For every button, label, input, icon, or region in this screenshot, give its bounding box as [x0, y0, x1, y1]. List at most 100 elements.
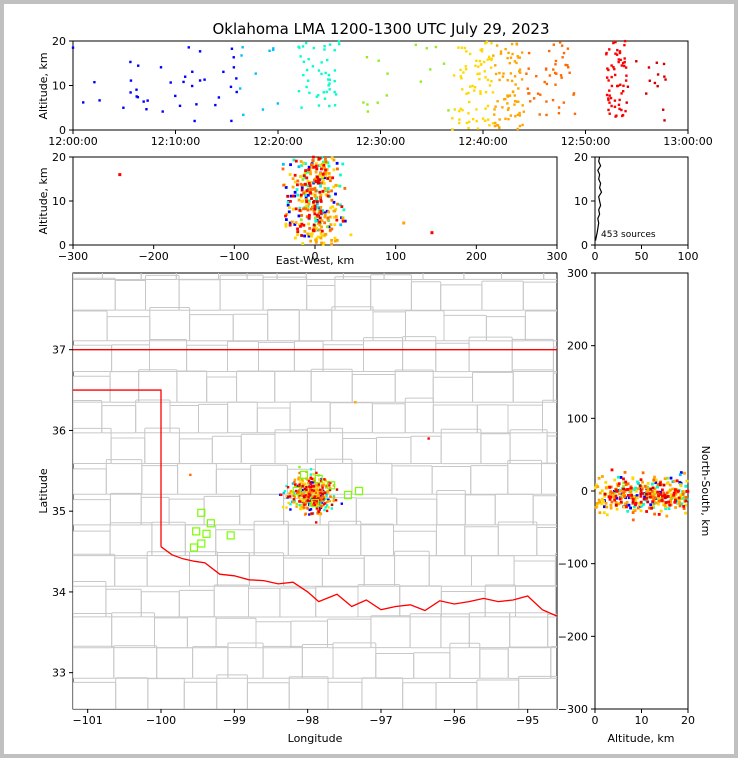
northsouth-altitude-point	[648, 492, 652, 495]
altitude-eastwest-point	[300, 164, 304, 167]
altitude-eastwest-point	[320, 219, 324, 223]
altitude-time-point	[203, 78, 206, 81]
altitude-time-point	[476, 72, 479, 76]
map-source-point	[325, 484, 328, 487]
altitude-time-point	[608, 94, 611, 97]
altitude-time-point	[607, 97, 610, 100]
northsouth-altitude-point	[604, 502, 608, 505]
altitude-time-point	[484, 76, 487, 79]
northsouth-altitude-point	[604, 481, 608, 484]
altitude-eastwest-point	[326, 216, 330, 220]
altitude-eastwest-point	[328, 179, 332, 183]
altitude-eastwest-point	[323, 167, 326, 170]
map-source-point	[318, 499, 321, 502]
altitude-histogram-y-ticks: 0 10 20	[574, 151, 595, 252]
altitude-eastwest-point	[294, 207, 298, 211]
map-source-point	[322, 482, 325, 485]
altitude-eastwest-point	[306, 184, 310, 188]
map-source-point	[317, 497, 320, 500]
map-source-point	[320, 501, 324, 504]
altitude-time-point	[442, 62, 446, 65]
altitude-time-point	[272, 47, 275, 50]
altitude-eastwest-point	[300, 222, 304, 226]
map-x-ticks: −101 −100 −99 −98 −97 −96 −95	[73, 709, 539, 727]
county-outline	[501, 273, 545, 280]
altitude-eastwest-point	[316, 200, 319, 204]
map-source-point	[325, 486, 328, 489]
map-source-point	[427, 437, 430, 440]
map-x-tick-label: −99	[223, 714, 246, 727]
northsouth-altitude-point	[685, 490, 689, 493]
northsouth-altitude-point	[619, 500, 623, 504]
northsouth-altitude-point	[680, 497, 684, 500]
map-source-point	[299, 481, 302, 485]
county-outline	[541, 462, 557, 495]
altitude-time-point	[494, 105, 497, 108]
northsouth-altitude-point	[664, 501, 668, 504]
northsouth-altitude-point	[639, 500, 643, 504]
altitude-eastwest-point	[312, 165, 316, 169]
map-source-point	[319, 500, 322, 504]
county-outline	[276, 273, 307, 280]
altitude-eastwest-x-tick-label: 300	[547, 250, 568, 263]
altitude-time-point	[493, 113, 496, 116]
altitude-time-point	[506, 95, 510, 98]
altitude-eastwest-point	[430, 231, 434, 235]
altitude-time-point	[129, 91, 132, 94]
altitude-eastwest-point	[321, 189, 325, 193]
altitude-eastwest-x-ticks: −300 −200 −100 0 100 200 300	[58, 245, 568, 263]
northsouth-altitude-point	[679, 493, 682, 497]
map-source-point	[297, 478, 300, 481]
altitude-time-point	[459, 107, 462, 111]
altitude-eastwest-point	[293, 180, 297, 184]
map-y-tick-label: 34	[52, 586, 66, 599]
altitude-eastwest-point	[332, 200, 336, 204]
altitude-eastwest-point	[307, 234, 311, 238]
northsouth-altitude-point	[596, 485, 600, 489]
altitude-time-point	[623, 39, 627, 43]
altitude-eastwest-xlabel: East-West, km	[276, 254, 354, 267]
altitude-time-point	[484, 119, 487, 122]
map-source-point	[316, 488, 319, 491]
altitude-eastwest-point	[311, 228, 315, 232]
northsouth-altitude-point	[617, 502, 621, 506]
altitude-time-point	[513, 99, 517, 103]
altitude-time-point	[499, 50, 503, 53]
altitude-eastwest-point	[296, 193, 300, 197]
altitude-histogram-x-tick-label: 50	[635, 250, 649, 263]
altitude-eastwest-point	[334, 192, 337, 196]
altitude-eastwest-point	[402, 221, 406, 225]
altitude-time-point	[475, 119, 478, 123]
northsouth-altitude-point	[638, 501, 642, 505]
altitude-eastwest-point	[304, 196, 308, 200]
map-x-tick-label: −96	[443, 714, 466, 727]
northsouth-altitude-point	[636, 480, 639, 484]
altitude-eastwest-y-tick-label: 20	[52, 151, 66, 164]
lma-station-marker	[354, 486, 364, 496]
altitude-eastwest-points	[118, 155, 434, 246]
altitude-time-point	[93, 80, 96, 84]
map-source-point	[294, 483, 297, 486]
altitude-eastwest-point	[297, 198, 301, 202]
altitude-time-point	[614, 40, 617, 44]
northsouth-altitude-point	[622, 485, 625, 488]
map-source-point	[340, 502, 343, 505]
altitude-eastwest-point	[309, 180, 313, 184]
altitude-time-point	[518, 111, 521, 115]
altitude-eastwest-x-tick-label: 200	[466, 250, 487, 263]
altitude-eastwest-point	[307, 199, 311, 203]
map-source-point	[332, 484, 336, 487]
northsouth-altitude-point	[657, 499, 661, 503]
map-source-point	[312, 501, 316, 505]
map-source-point	[310, 512, 313, 515]
map-source-point	[319, 479, 323, 483]
northsouth-altitude-point	[653, 490, 657, 494]
altitude-time-point	[98, 99, 101, 102]
map-source-point	[305, 497, 308, 501]
altitude-eastwest-point	[297, 165, 301, 169]
map-source-point	[297, 490, 300, 494]
northsouth-altitude-point	[667, 500, 671, 504]
lma-station-marker	[226, 531, 235, 540]
map-source-point	[309, 508, 313, 511]
county-outline	[140, 273, 177, 280]
